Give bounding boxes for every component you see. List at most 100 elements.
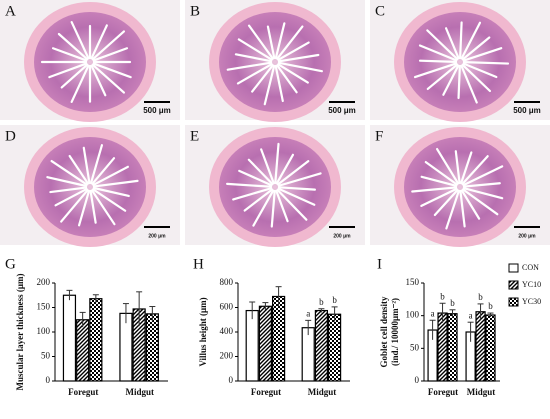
- villus-gap: [274, 22, 286, 60]
- significance-letter: a: [431, 308, 435, 318]
- bar: [258, 305, 272, 382]
- bar: [301, 327, 315, 382]
- villus-gap: [68, 154, 90, 185]
- villus-gap: [276, 188, 308, 221]
- villus-gap: [70, 20, 90, 60]
- scale-bar-label: 500 μm: [143, 106, 171, 115]
- y-tick-label: 200: [220, 351, 234, 361]
- villus-gap: [70, 64, 90, 104]
- villus-gap: [252, 189, 275, 227]
- villus-gap: [92, 179, 139, 188]
- significance-letter: a: [469, 310, 473, 320]
- villus-gap: [263, 64, 276, 106]
- villus-gap: [60, 63, 89, 89]
- villus-gap: [277, 187, 316, 206]
- villus-gap: [411, 186, 458, 193]
- villus-gap: [277, 61, 323, 73]
- villus-gap: [426, 29, 459, 61]
- villus-gap: [462, 187, 504, 200]
- villus-gap: [460, 21, 482, 60]
- villus-gap: [46, 176, 88, 188]
- villus-gap: [277, 186, 316, 191]
- x-tick-label: Foregut: [251, 387, 281, 397]
- villus-gap: [277, 53, 320, 63]
- villus-gap: [89, 189, 97, 224]
- villus-gap: [251, 64, 274, 93]
- mucosa: [404, 12, 516, 112]
- villus-gap: [60, 189, 89, 223]
- bar: [314, 309, 328, 382]
- villus-gap: [426, 63, 459, 91]
- villus-gap: [92, 165, 129, 187]
- villus-gap: [90, 189, 116, 226]
- villus-gap: [275, 153, 295, 185]
- villus-gap: [91, 30, 126, 61]
- villus-gap: [444, 27, 460, 60]
- bar: [62, 294, 77, 382]
- panel-label: A: [5, 3, 16, 19]
- bar: [89, 298, 103, 382]
- villus-gap: [92, 188, 127, 212]
- villus-gap: [234, 53, 273, 63]
- villus-gap: [82, 146, 91, 185]
- villus-gap: [276, 64, 298, 94]
- x-tick-label: Midgut: [125, 387, 154, 397]
- bar: [272, 295, 286, 382]
- mucosa: [404, 137, 516, 237]
- panel-label: I: [377, 256, 382, 272]
- villus-gap: [226, 61, 273, 71]
- bar: [437, 312, 448, 382]
- y-tick-label: 200: [37, 277, 51, 287]
- villus-gap: [92, 47, 129, 62]
- y-tick-label: 0: [46, 375, 51, 385]
- villus-gap: [459, 21, 463, 60]
- villus-gap: [247, 24, 274, 60]
- significance-letter: b: [332, 295, 337, 305]
- villus-gap: [266, 25, 276, 60]
- significance-letter: b: [440, 291, 445, 301]
- villus-gap: [433, 189, 459, 217]
- panel-label: C: [375, 3, 385, 19]
- villus-gap: [50, 159, 88, 186]
- villus-gap: [442, 64, 460, 96]
- villus-gap: [462, 61, 510, 65]
- mucosa: [34, 137, 146, 237]
- significance-letter: b: [450, 298, 455, 308]
- mucosa: [219, 137, 331, 237]
- villus-gap: [92, 186, 130, 198]
- scale-bar-label: 500 μm: [328, 106, 356, 115]
- villus-gap: [91, 63, 126, 94]
- villus-gap: [226, 182, 273, 188]
- panel-label: B: [190, 3, 200, 19]
- villus-gap: [413, 62, 458, 79]
- villus-gap: [274, 142, 280, 185]
- y-tick-label: 150: [37, 302, 51, 312]
- villus-gap: [232, 187, 273, 201]
- bar: [485, 314, 496, 382]
- y-tick-label: 800: [220, 277, 234, 287]
- significance-letter: a: [306, 308, 310, 318]
- villus-gap: [277, 41, 310, 61]
- villus-gap: [247, 158, 274, 186]
- scale-bar-label: 200 μm: [148, 233, 166, 239]
- bar: [245, 309, 259, 382]
- villus-gap: [457, 64, 461, 100]
- bar: [76, 319, 90, 382]
- villus-gap: [418, 59, 458, 63]
- x-tick-label: Foregut: [428, 387, 458, 397]
- panel-label: D: [5, 128, 16, 144]
- villus-gap: [277, 172, 322, 187]
- villus-gap: [435, 147, 460, 185]
- villus-gap: [49, 186, 88, 194]
- villus-gap: [459, 189, 466, 228]
- panel-label: F: [375, 128, 383, 144]
- villus-gap: [460, 151, 473, 185]
- villus-gap: [445, 189, 460, 230]
- villus-gap: [260, 148, 275, 185]
- significance-letter: b: [319, 297, 324, 307]
- scale-bar-label: 500 μm: [513, 106, 541, 115]
- panel-label: G: [5, 256, 16, 272]
- villus-gap: [57, 32, 89, 61]
- bar: [447, 313, 458, 382]
